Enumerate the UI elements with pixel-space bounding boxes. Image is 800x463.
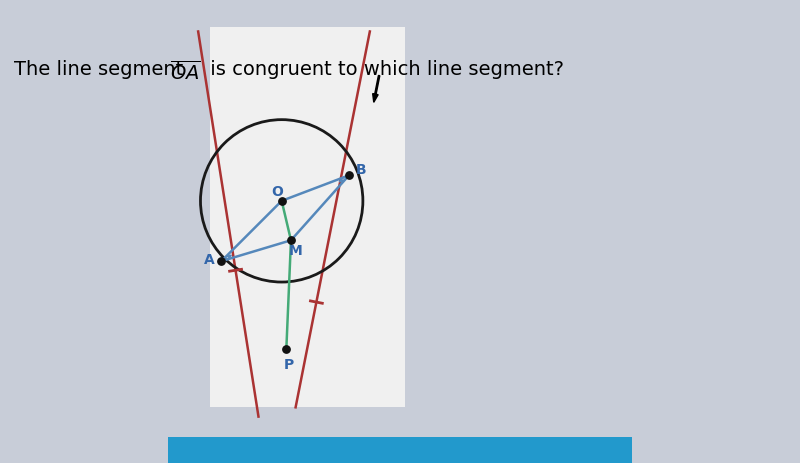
Text: The line segment: The line segment <box>14 60 190 79</box>
Bar <box>168 438 632 463</box>
Text: A: A <box>204 253 214 267</box>
FancyBboxPatch shape <box>210 28 405 407</box>
Text: $\overline{OA}$: $\overline{OA}$ <box>170 60 201 84</box>
Point <box>215 258 228 265</box>
Text: M: M <box>289 244 302 257</box>
Text: B: B <box>355 163 366 176</box>
Point <box>285 237 298 244</box>
Point <box>342 172 355 180</box>
Text: P: P <box>284 357 294 371</box>
FancyArrow shape <box>373 76 380 103</box>
Point <box>280 346 293 353</box>
Text: is congruent to which line segment?: is congruent to which line segment? <box>204 60 564 79</box>
Text: O: O <box>271 185 283 199</box>
Point <box>275 198 288 205</box>
